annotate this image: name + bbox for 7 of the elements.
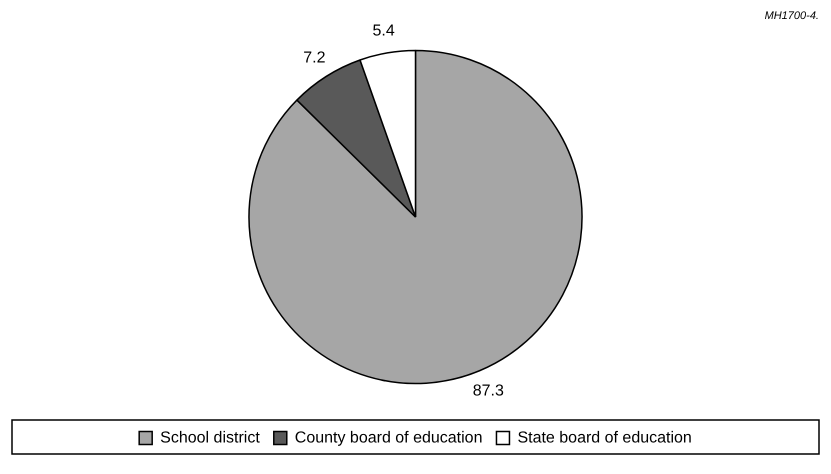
text: MH1700-4. — [764, 10, 819, 22]
legend-label: School district — [160, 429, 260, 446]
data-label: 7.2 — [303, 49, 326, 66]
legend-label: State board of education — [517, 429, 692, 446]
data-label: 5.4 — [372, 22, 395, 40]
legend-label: County board of education — [294, 429, 482, 446]
data-label: 87.3 — [472, 382, 504, 400]
